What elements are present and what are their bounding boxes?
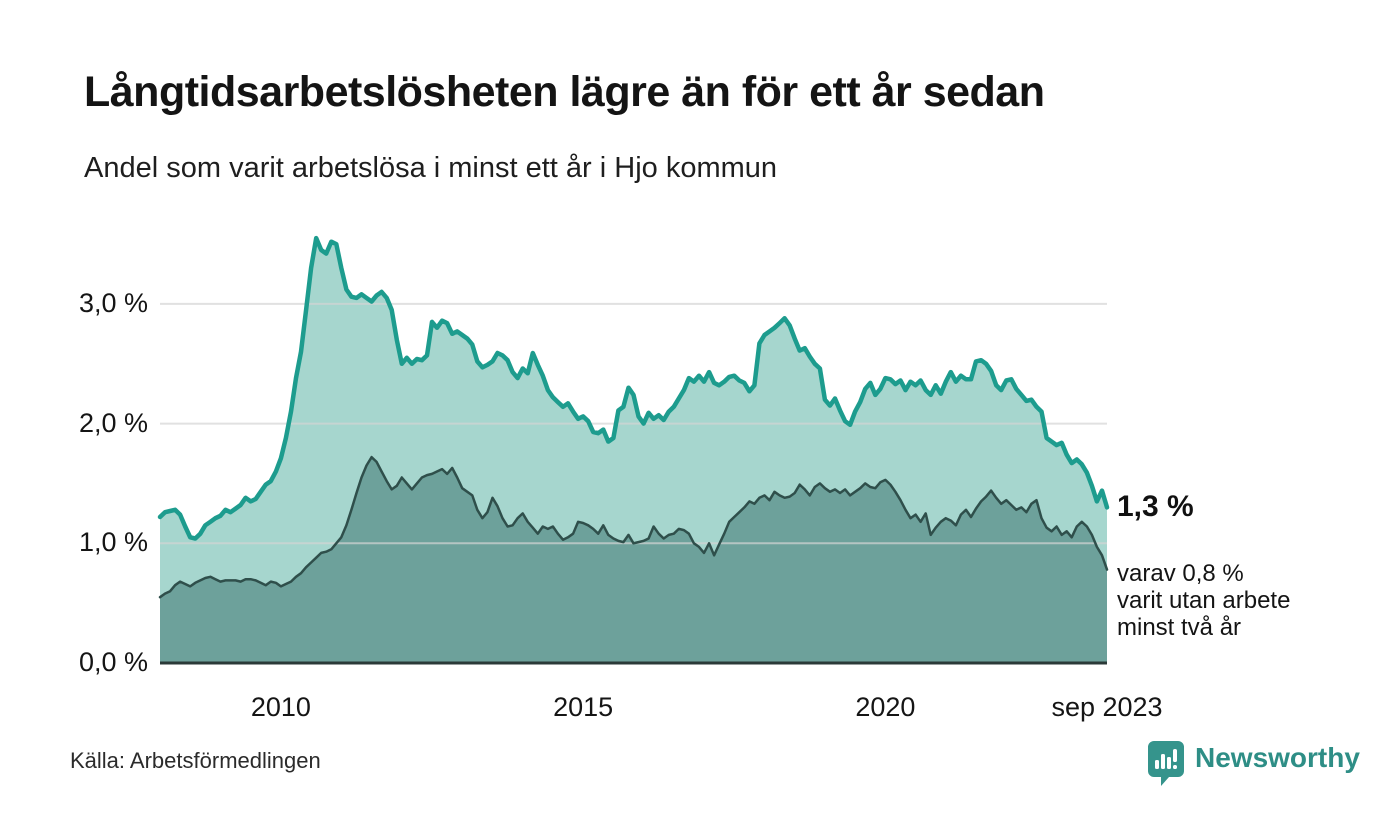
secondary-annotation-line: minst två år	[1117, 614, 1242, 641]
y-tick-label: 3,0 %	[78, 287, 148, 318]
x-tick-label: 2010	[250, 692, 311, 722]
x-tick-label: sep 2023	[1051, 692, 1163, 722]
secondary-annotation-line: varav 0,8 %	[1117, 560, 1244, 587]
secondary-annotation: varav 0,8 % varit utan arbete minst två …	[1117, 560, 1290, 641]
y-tick-label: 2,0 %	[78, 407, 148, 438]
source-note: Källa: Arbetsförmedlingen	[70, 748, 321, 773]
newsworthy-logo-icon	[1146, 739, 1186, 792]
area-fill-minst-tva-ar	[160, 457, 1107, 663]
x-tick-label: 2020	[855, 692, 916, 722]
brand-link[interactable]: Newsworthy	[1146, 739, 1360, 792]
x-tick-label: 2015	[553, 692, 614, 722]
line-minst-tva-ar	[158, 455, 1109, 599]
page-subtitle: Andel som varit arbetslösa i minst ett å…	[84, 152, 778, 184]
secondary-annotation-line: varit utan arbete	[1117, 587, 1291, 614]
y-tick-label: 0,0 %	[78, 647, 148, 677]
page-title: Långtidsarbetslösheten lägre än för ett …	[84, 68, 1045, 116]
latest-value-annotation: 1,3 %	[1117, 490, 1194, 523]
y-tick-label: 1,0 %	[78, 527, 148, 558]
line-minst-ett-ar	[157, 235, 1110, 541]
brand-name: Newsworthy	[1195, 742, 1360, 773]
